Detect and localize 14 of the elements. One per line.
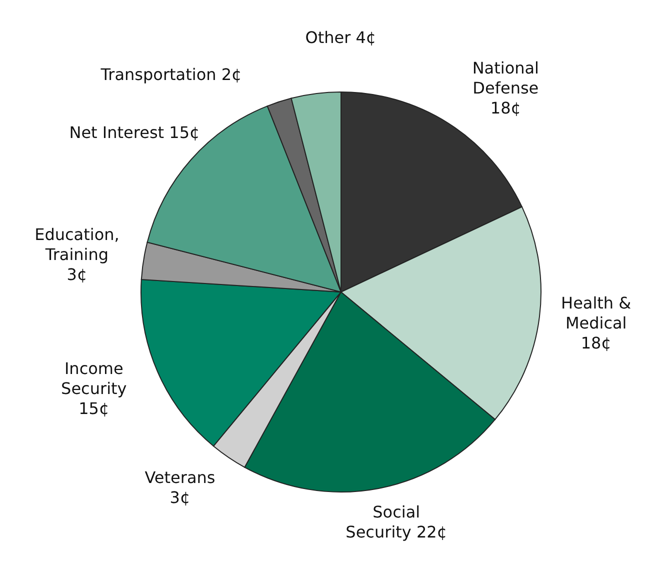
- data-label: 3¢: [170, 488, 190, 508]
- slice-label: Income Security: [61, 359, 127, 398]
- slice-label: Social Security 22¢: [346, 502, 448, 542]
- data-label: 18¢: [580, 333, 612, 352]
- slice-label: Net Interest 15¢: [69, 122, 200, 142]
- data-label: 18¢: [490, 98, 521, 118]
- data-label: 15¢: [78, 399, 110, 418]
- slice-label: Transportation 2¢: [100, 64, 242, 84]
- slice-label: Education, Training: [34, 225, 120, 264]
- slice-label: Other 4¢: [305, 28, 376, 47]
- slice-label: National Defense: [472, 58, 540, 98]
- data-label: 3¢: [66, 265, 88, 284]
- slice-label: Health & Medical: [561, 293, 632, 332]
- slice-label: Veterans: [144, 468, 216, 488]
